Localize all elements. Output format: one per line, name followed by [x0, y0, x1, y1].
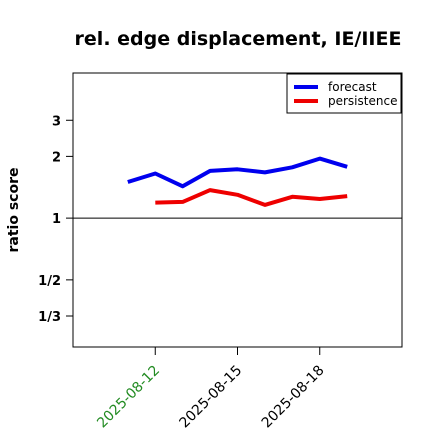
y-tick-label: 2: [52, 150, 61, 165]
x-tick-label: 2025-08-12: [94, 363, 163, 432]
y-tick-label: 1/3: [38, 310, 61, 325]
y-tick-label: 1/2: [38, 274, 61, 289]
legend-label-persistence: persistence: [328, 94, 397, 108]
y-tick-label: 1: [52, 212, 61, 227]
legend-label-forecast: forecast: [328, 80, 377, 94]
plot-frame: [72, 72, 403, 348]
series-line-forecast: [127, 156, 348, 189]
x-tick-label: 2025-08-18: [259, 363, 328, 432]
series-line-persistence: [155, 188, 348, 207]
chart-title: rel. edge displacement, IE/IIEE: [75, 28, 402, 50]
x-tick-label: 2025-08-15: [176, 363, 245, 432]
y-tick-label: 3: [52, 114, 61, 129]
legend-box: [286, 73, 402, 114]
y-axis-label: ratio score: [6, 168, 22, 253]
